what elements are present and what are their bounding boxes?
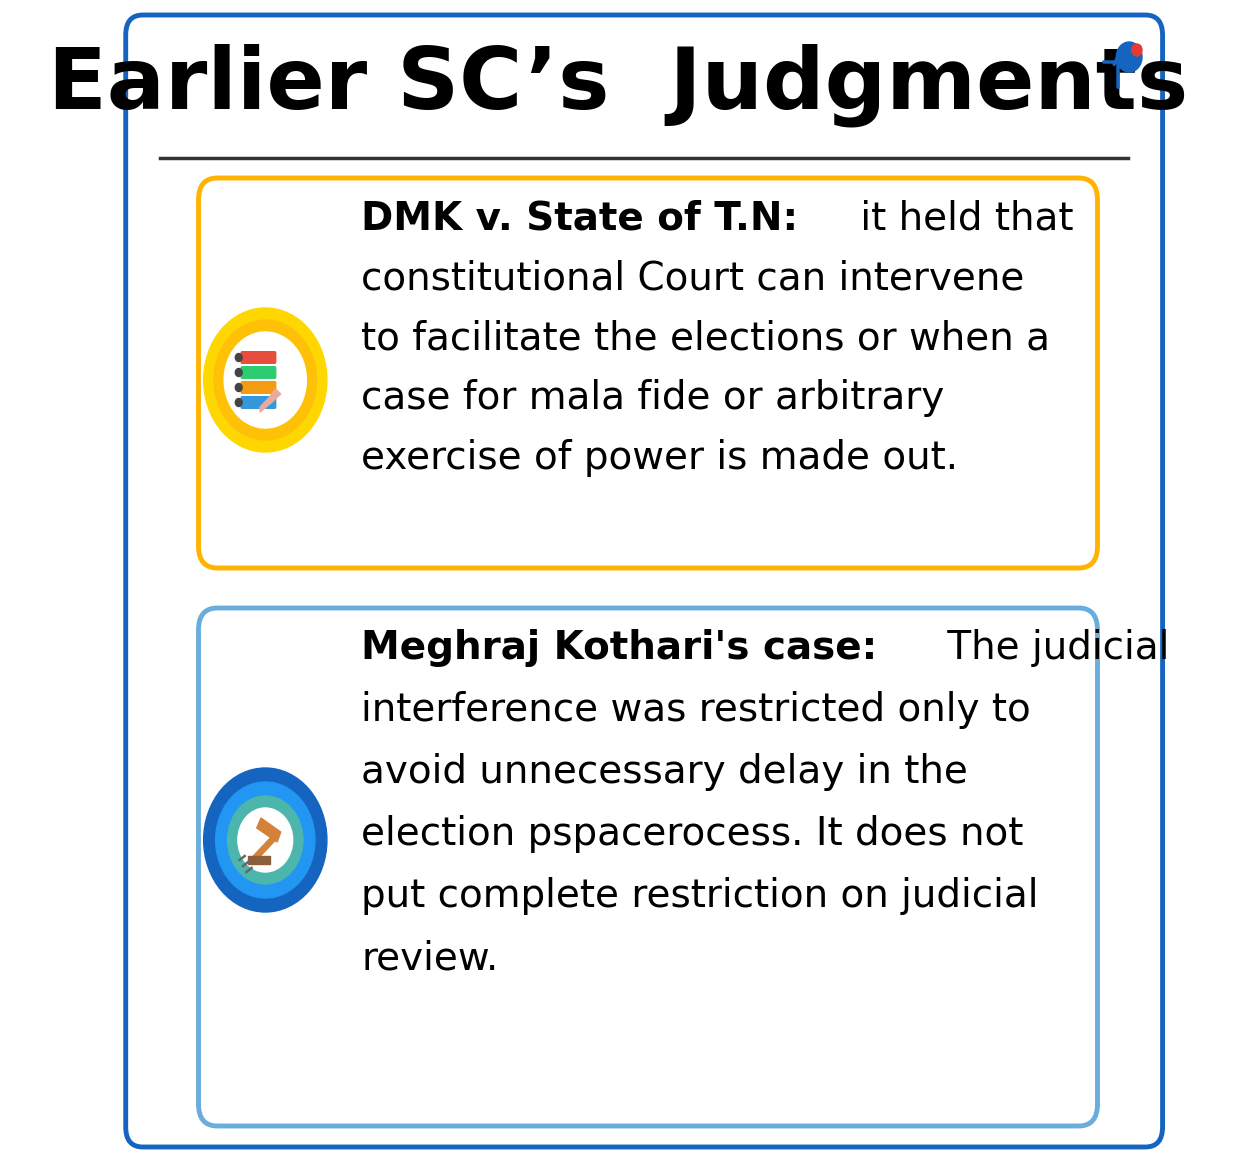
Text: The judicial: The judicial [934,629,1169,667]
Polygon shape [261,389,280,413]
Text: avoid unnecessary delay in the: avoid unnecessary delay in the [361,753,968,791]
Circle shape [216,782,315,898]
FancyArrowPatch shape [1103,58,1128,66]
Text: it held that: it held that [848,199,1073,237]
Text: review.: review. [361,939,499,977]
FancyBboxPatch shape [241,366,277,379]
Polygon shape [248,856,269,865]
Circle shape [225,332,307,428]
Polygon shape [257,818,280,842]
FancyBboxPatch shape [199,608,1097,1126]
FancyBboxPatch shape [199,178,1097,568]
Text: Meghraj Kothari's case:: Meghraj Kothari's case: [361,629,877,667]
Circle shape [204,768,326,912]
FancyBboxPatch shape [241,396,277,409]
FancyArrowPatch shape [1114,57,1122,87]
Circle shape [213,320,316,440]
Circle shape [236,353,242,361]
Circle shape [204,308,326,452]
Text: DMK v. State of T.N:: DMK v. State of T.N: [361,199,798,237]
Text: constitutional Court can intervene: constitutional Court can intervene [361,259,1025,297]
Polygon shape [253,835,276,860]
Circle shape [238,808,293,872]
Circle shape [236,399,242,407]
Text: interference was restricted only to: interference was restricted only to [361,691,1031,729]
FancyBboxPatch shape [241,351,277,364]
Text: put complete restriction on judicial: put complete restriction on judicial [361,877,1039,914]
Circle shape [1132,44,1142,56]
Text: election pspacerocess. It does not: election pspacerocess. It does not [361,815,1024,853]
Circle shape [1117,42,1142,72]
Text: exercise of power is made out.: exercise of power is made out. [361,439,958,476]
Circle shape [236,383,242,392]
Circle shape [227,796,303,884]
Text: case for mala fide or arbitrary: case for mala fide or arbitrary [361,379,944,417]
Text: Earlier SC’s  Judgments: Earlier SC’s Judgments [48,43,1188,127]
FancyBboxPatch shape [241,381,277,394]
Circle shape [236,368,242,376]
Text: to facilitate the elections or when a: to facilitate the elections or when a [361,320,1050,357]
